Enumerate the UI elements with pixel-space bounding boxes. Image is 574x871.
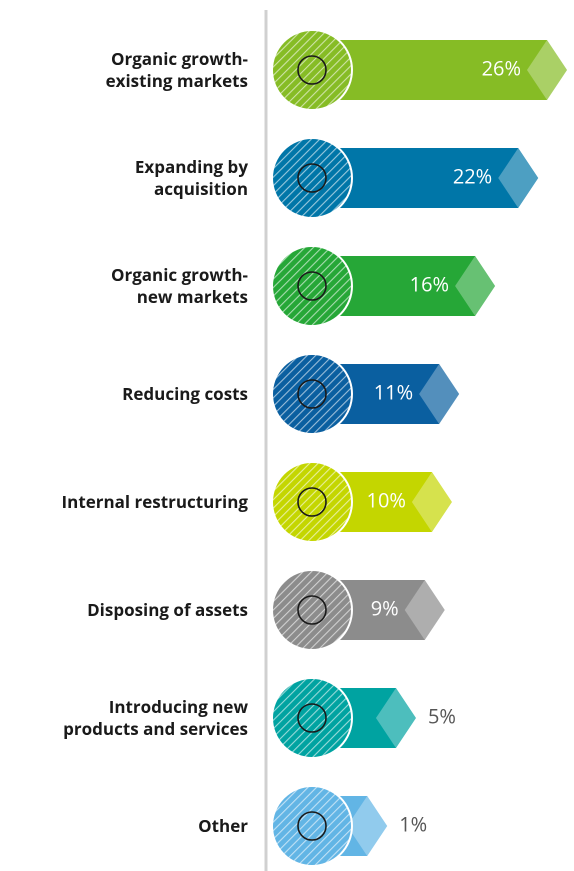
bar-tip-light <box>375 688 416 748</box>
bar-tip-light <box>527 40 567 100</box>
bar-tip <box>347 796 388 856</box>
category-label: Organic growth- existing markets <box>105 47 248 92</box>
bar-tip <box>455 256 496 316</box>
value-label: 10% <box>367 486 406 513</box>
bar-tip-light <box>498 148 539 208</box>
icon-glyph <box>297 163 327 193</box>
value-label: 26% <box>482 54 521 81</box>
icon-circle <box>271 461 353 543</box>
icon-glyph <box>297 379 327 409</box>
bar-tip-light <box>419 364 460 424</box>
category-label: Introducing new products and services <box>63 695 248 740</box>
bar-tip <box>498 148 539 208</box>
icon-circle <box>271 785 353 867</box>
bar-tip <box>419 364 460 424</box>
icon-circle <box>271 137 353 219</box>
icon-glyph <box>297 703 327 733</box>
category-label: Internal restructuring <box>61 490 248 513</box>
bar-tip-light <box>411 472 452 532</box>
category-label: Expanding by acquisition <box>134 155 248 200</box>
value-label: 9% <box>371 594 399 621</box>
icon-glyph <box>297 811 327 841</box>
value-label: 22% <box>453 162 492 189</box>
icon-circle <box>271 245 353 327</box>
bar-tip <box>527 40 567 100</box>
bar-tip-light <box>404 580 445 640</box>
value-label: 11% <box>374 378 413 405</box>
icon-glyph <box>297 55 327 85</box>
icon-circle <box>271 29 353 111</box>
icon-circle <box>271 353 353 435</box>
bar-tip-light <box>347 796 388 856</box>
icon-circle <box>271 677 353 759</box>
category-label: Reducing costs <box>122 382 248 405</box>
value-label: 1% <box>399 810 427 837</box>
icon-circle <box>271 569 353 651</box>
bar-tip <box>404 580 445 640</box>
value-label: 16% <box>410 270 449 297</box>
bar-tip-light <box>455 256 496 316</box>
category-label: Organic growth- new markets <box>110 263 248 308</box>
icon-glyph <box>297 595 327 625</box>
category-label: Disposing of assets <box>87 598 248 621</box>
bar-tip <box>375 688 416 748</box>
category-label: Other <box>198 814 248 837</box>
icon-glyph <box>297 487 327 517</box>
bar-tip <box>411 472 452 532</box>
icon-glyph <box>297 271 327 301</box>
value-label: 5% <box>428 702 456 729</box>
